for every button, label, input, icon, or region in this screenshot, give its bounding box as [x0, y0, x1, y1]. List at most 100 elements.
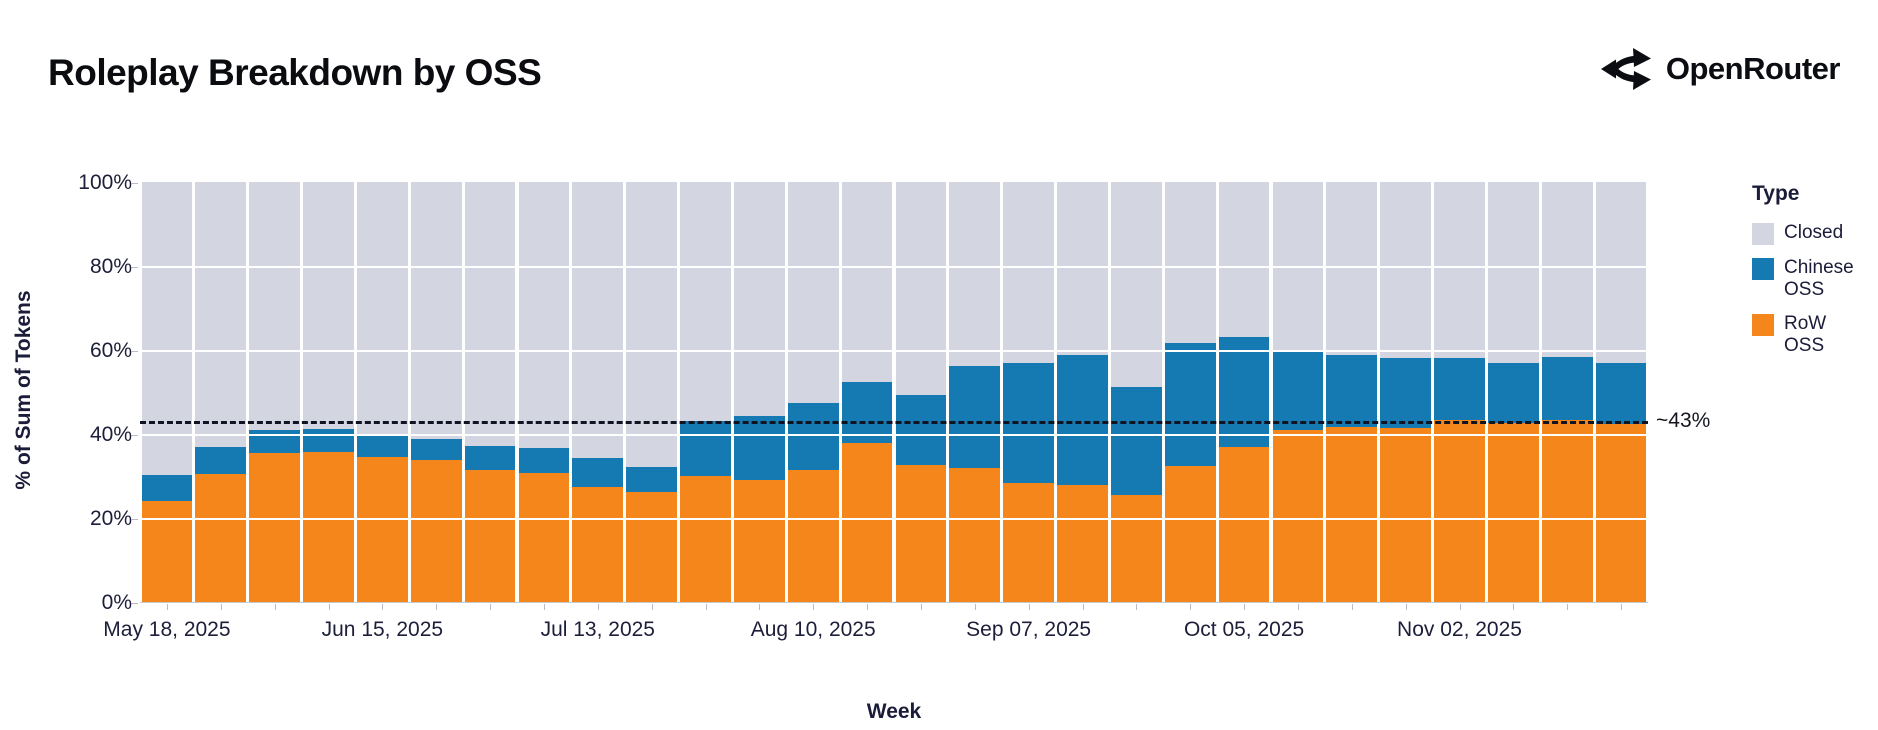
- bar-segment-closed[interactable]: [303, 182, 354, 430]
- bar-segment-chinese-oss[interactable]: [1164, 343, 1216, 467]
- bar-segment-closed[interactable]: [410, 182, 462, 439]
- bar-segment-row-oss[interactable]: [195, 473, 247, 602]
- bar-segment-closed[interactable]: [195, 182, 247, 448]
- bar-week[interactable]: [1164, 182, 1216, 602]
- bar-segment-row-oss[interactable]: [249, 453, 301, 602]
- bar-segment-closed[interactable]: [1057, 182, 1108, 356]
- bar-segment-row-oss[interactable]: [949, 468, 1001, 602]
- bar-segment-chinese-oss[interactable]: [464, 445, 516, 471]
- bar-segment-chinese-oss[interactable]: [1057, 355, 1108, 486]
- bar-week[interactable]: [1057, 182, 1108, 602]
- bar-segment-chinese-oss[interactable]: [626, 466, 678, 493]
- bar-segment-closed[interactable]: [1380, 182, 1432, 358]
- bar-segment-row-oss[interactable]: [1110, 495, 1162, 602]
- bar-segment-row-oss[interactable]: [1272, 430, 1324, 602]
- bar-week[interactable]: [195, 182, 247, 602]
- bar-segment-chinese-oss[interactable]: [141, 474, 193, 502]
- bar-week[interactable]: [518, 182, 570, 602]
- bar-segment-chinese-oss[interactable]: [1272, 350, 1324, 431]
- bar-segment-row-oss[interactable]: [1595, 423, 1647, 602]
- bar-segment-closed[interactable]: [895, 182, 947, 395]
- bar-segment-row-oss[interactable]: [1380, 427, 1432, 602]
- bar-week[interactable]: [949, 182, 1001, 602]
- bar-week[interactable]: [841, 182, 893, 602]
- bar-segment-chinese-oss[interactable]: [841, 381, 893, 443]
- bar-segment-closed[interactable]: [1110, 182, 1162, 387]
- bar-week[interactable]: [895, 182, 947, 602]
- bar-week[interactable]: [733, 182, 785, 602]
- bar-segment-row-oss[interactable]: [356, 456, 408, 602]
- bar-week[interactable]: [249, 182, 301, 602]
- bar-week[interactable]: [1218, 182, 1270, 602]
- bar-segment-closed[interactable]: [733, 182, 785, 416]
- bar-segment-chinese-oss[interactable]: [1434, 358, 1485, 421]
- bar-segment-closed[interactable]: [249, 182, 301, 431]
- bar-week[interactable]: [410, 182, 462, 602]
- legend-item-row-oss[interactable]: RoW OSS: [1752, 313, 1872, 357]
- bar-segment-row-oss[interactable]: [1541, 420, 1593, 602]
- bar-week[interactable]: [1380, 182, 1432, 602]
- bar-segment-row-oss[interactable]: [1057, 485, 1108, 602]
- bar-segment-closed[interactable]: [949, 182, 1001, 366]
- bar-week[interactable]: [141, 182, 193, 602]
- bar-segment-chinese-oss[interactable]: [1595, 363, 1647, 424]
- bar-segment-closed[interactable]: [1541, 182, 1593, 357]
- bar-segment-row-oss[interactable]: [518, 473, 570, 602]
- bar-segment-chinese-oss[interactable]: [195, 447, 247, 474]
- bar-segment-closed[interactable]: [680, 182, 731, 421]
- bar-week[interactable]: [1595, 182, 1647, 602]
- bar-segment-row-oss[interactable]: [1434, 420, 1485, 602]
- bar-week[interactable]: [464, 182, 516, 602]
- bar-week[interactable]: [1003, 182, 1055, 602]
- legend-item-closed[interactable]: Closed: [1752, 222, 1872, 245]
- bar-segment-closed[interactable]: [572, 182, 624, 459]
- bar-week[interactable]: [572, 182, 624, 602]
- bar-segment-chinese-oss[interactable]: [895, 394, 947, 466]
- bar-segment-chinese-oss[interactable]: [733, 415, 785, 481]
- bar-week[interactable]: [356, 182, 408, 602]
- bar-segment-closed[interactable]: [141, 182, 193, 475]
- bar-segment-chinese-oss[interactable]: [356, 434, 408, 457]
- bar-segment-closed[interactable]: [356, 182, 408, 435]
- bar-segment-chinese-oss[interactable]: [249, 430, 301, 454]
- bar-week[interactable]: [1272, 182, 1324, 602]
- bar-segment-closed[interactable]: [1434, 182, 1485, 359]
- bar-segment-closed[interactable]: [1218, 182, 1270, 338]
- bar-segment-chinese-oss[interactable]: [1218, 337, 1270, 447]
- bar-segment-closed[interactable]: [1003, 182, 1055, 364]
- bar-week[interactable]: [1487, 182, 1539, 602]
- bar-segment-row-oss[interactable]: [464, 470, 516, 602]
- bar-segment-chinese-oss[interactable]: [787, 402, 839, 471]
- bar-segment-chinese-oss[interactable]: [410, 438, 462, 460]
- bar-segment-chinese-oss[interactable]: [1326, 355, 1378, 428]
- bar-week[interactable]: [1541, 182, 1593, 602]
- bar-segment-row-oss[interactable]: [626, 492, 678, 602]
- bar-segment-closed[interactable]: [787, 182, 839, 403]
- bar-segment-chinese-oss[interactable]: [572, 458, 624, 487]
- bar-segment-closed[interactable]: [1487, 182, 1539, 363]
- bar-segment-row-oss[interactable]: [410, 459, 462, 602]
- bar-week[interactable]: [303, 182, 354, 602]
- bar-segment-closed[interactable]: [1164, 182, 1216, 344]
- bar-week[interactable]: [1434, 182, 1485, 602]
- bar-segment-row-oss[interactable]: [895, 465, 947, 602]
- bar-segment-chinese-oss[interactable]: [1541, 356, 1593, 421]
- bar-segment-row-oss[interactable]: [1003, 482, 1055, 602]
- bar-segment-row-oss[interactable]: [572, 486, 624, 602]
- bar-segment-chinese-oss[interactable]: [303, 429, 354, 453]
- bar-segment-row-oss[interactable]: [303, 452, 354, 602]
- bar-segment-chinese-oss[interactable]: [1487, 362, 1539, 424]
- bar-segment-closed[interactable]: [1326, 182, 1378, 356]
- bar-week[interactable]: [787, 182, 839, 602]
- bar-segment-chinese-oss[interactable]: [1110, 386, 1162, 496]
- bar-week[interactable]: [1326, 182, 1378, 602]
- bar-segment-row-oss[interactable]: [787, 470, 839, 602]
- bar-segment-row-oss[interactable]: [733, 480, 785, 602]
- bar-week[interactable]: [1110, 182, 1162, 602]
- bar-segment-closed[interactable]: [841, 182, 893, 382]
- bar-segment-chinese-oss[interactable]: [680, 420, 731, 477]
- bar-segment-closed[interactable]: [1595, 182, 1647, 364]
- bar-segment-row-oss[interactable]: [1326, 427, 1378, 602]
- bar-segment-row-oss[interactable]: [1164, 466, 1216, 602]
- bar-segment-row-oss[interactable]: [141, 501, 193, 602]
